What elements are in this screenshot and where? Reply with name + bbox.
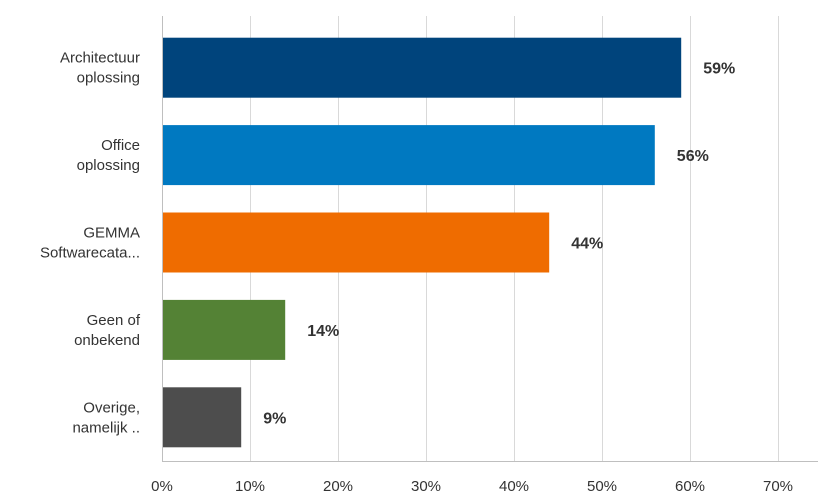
category-label-line: GEMMA — [83, 225, 140, 242]
bar-0 — [163, 37, 682, 98]
x-tick-label-0: 0% — [151, 478, 173, 495]
category-label-line: Office — [101, 137, 140, 154]
labels: 0% 10% 20% 30% 40% 50% 60% 70% 59% Architectuur op… — [40, 50, 793, 495]
x-tick-label-10: 10% — [235, 478, 265, 495]
category-label-4: Overige, namelijk .. — [72, 399, 140, 436]
category-label-2: GEMMA Softwarecata... — [40, 225, 140, 262]
x-tick-label-30: 30% — [411, 478, 441, 495]
value-label-2: 44% — [571, 236, 603, 253]
x-tick-label-60: 60% — [675, 478, 705, 495]
category-label-0: Architectuur oplossing — [60, 50, 140, 87]
bar-4 — [163, 387, 242, 448]
bar-2 — [163, 212, 550, 273]
category-label-3: Geen of onbekend — [74, 312, 141, 349]
value-label-3: 14% — [307, 323, 339, 340]
value-label-0: 59% — [703, 61, 735, 78]
category-label-line: Softwarecata... — [40, 245, 140, 262]
bar-1 — [163, 125, 655, 186]
category-label-1: Office oplossing — [77, 137, 140, 174]
category-label-line: Architectuur — [60, 50, 140, 67]
category-label-line: onbekend — [74, 332, 140, 349]
x-tick-label-40: 40% — [499, 478, 529, 495]
category-label-line: Geen of — [87, 312, 141, 329]
category-label-line: namelijk .. — [72, 419, 140, 436]
x-tick-label-20: 20% — [323, 478, 353, 495]
value-label-1: 56% — [677, 148, 709, 165]
bars — [163, 37, 682, 448]
axes — [162, 16, 818, 462]
x-tick-label-70: 70% — [763, 478, 793, 495]
category-label-line: Overige, — [83, 399, 140, 416]
category-label-line: oplossing — [77, 157, 140, 174]
x-tick-label-50: 50% — [587, 478, 617, 495]
value-label-4: 9% — [263, 410, 286, 427]
bar-3 — [163, 299, 286, 360]
category-label-line: oplossing — [77, 70, 140, 87]
